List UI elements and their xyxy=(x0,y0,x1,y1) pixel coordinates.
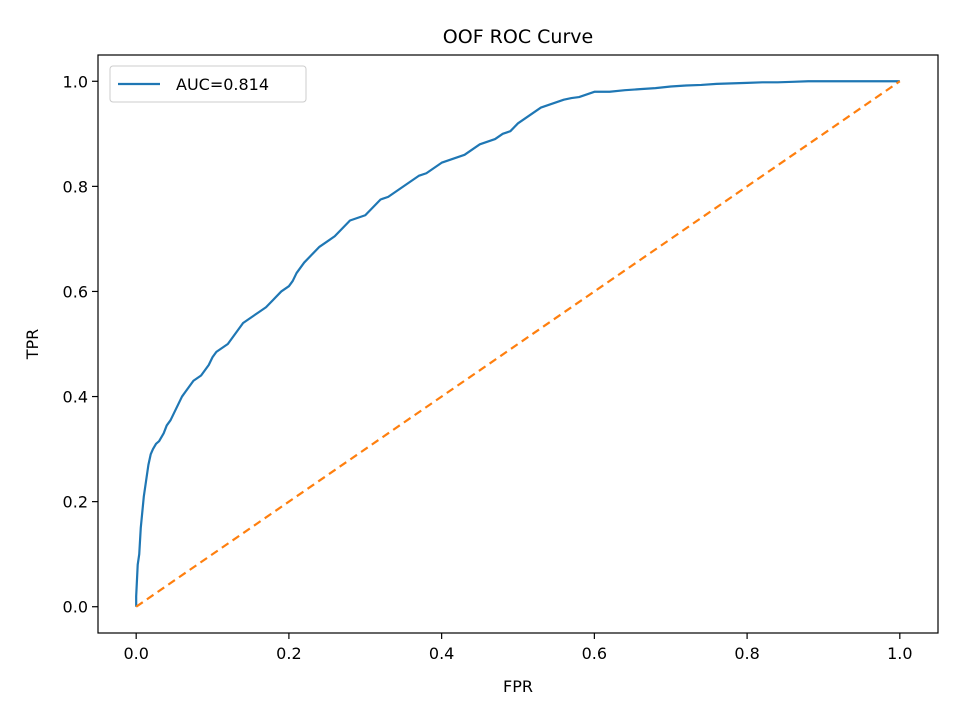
roc-curve-line xyxy=(135,80,900,607)
legend-label-auc: AUC=0.814 xyxy=(176,75,269,94)
y-axis-ticks: 0.0 0.2 0.4 0.6 0.8 1.0 xyxy=(63,72,98,617)
y-tick-label: 0.0 xyxy=(63,598,88,617)
x-axis-ticks: 0.0 0.2 0.4 0.6 0.8 1.0 xyxy=(123,633,913,663)
x-tick-label: 0.6 xyxy=(582,644,607,663)
legend: AUC=0.814 xyxy=(109,65,307,103)
x-tick-label: 0.4 xyxy=(429,644,454,663)
x-tick-label: 0.2 xyxy=(276,644,301,663)
y-tick-label: 0.4 xyxy=(63,388,88,407)
plot-area xyxy=(135,80,901,608)
x-tick-label: 1.0 xyxy=(887,644,912,663)
y-tick-label: 1.0 xyxy=(63,72,88,91)
y-axis-label: TPR xyxy=(23,329,42,361)
x-tick-label: 0.0 xyxy=(123,644,148,663)
x-tick-label: 0.8 xyxy=(734,644,759,663)
legend-box xyxy=(109,65,307,103)
y-tick-label: 0.8 xyxy=(63,177,88,196)
y-tick-label: 0.2 xyxy=(63,493,88,512)
chart-title: OOF ROC Curve xyxy=(443,26,593,48)
chance-diagonal-line xyxy=(135,80,901,608)
y-tick-label: 0.6 xyxy=(63,282,88,301)
x-axis-label: FPR xyxy=(503,677,533,696)
plot-frame xyxy=(97,54,939,634)
